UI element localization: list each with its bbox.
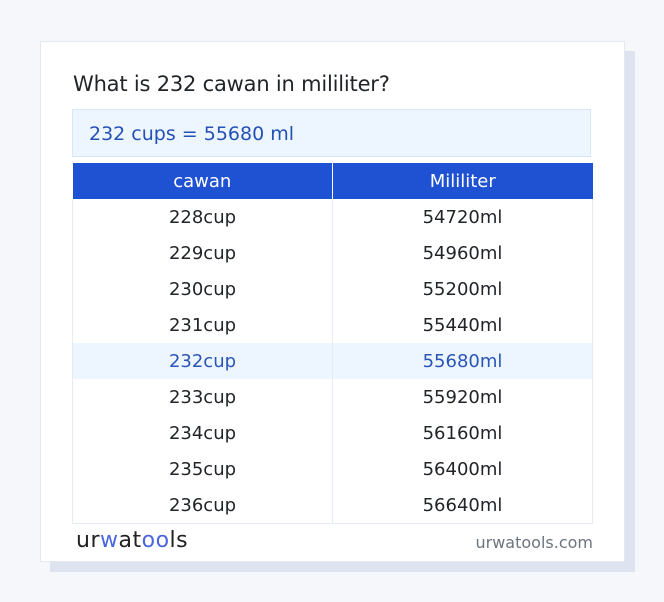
table-row: 234cup 56160ml — [72, 415, 593, 451]
cell-cups: 233cup — [72, 379, 333, 415]
table-row: 230cup 55200ml — [72, 271, 593, 307]
column-header-cawan: cawan — [72, 163, 333, 199]
cell-ml: 54720ml — [332, 199, 593, 235]
cell-cups: 234cup — [72, 415, 333, 451]
table-row: 236cup 56640ml — [72, 487, 593, 524]
cell-ml: 56400ml — [332, 451, 593, 487]
table-row: 228cup 54720ml — [72, 199, 593, 235]
cell-ml: 55680ml — [332, 343, 593, 379]
table-row: 229cup 54960ml — [72, 235, 593, 271]
column-header-mililiter: Mililiter — [332, 163, 593, 199]
cell-cups: 231cup — [72, 307, 333, 343]
cell-cups: 230cup — [72, 271, 333, 307]
urwatools-logo[interactable]: urwatools — [76, 528, 189, 553]
cell-ml: 54960ml — [332, 235, 593, 271]
table-header-row: cawan Mililiter — [72, 163, 593, 199]
table-row-highlighted: 232cup 55680ml — [72, 343, 593, 379]
cell-cups: 236cup — [72, 487, 333, 524]
cell-cups: 228cup — [72, 199, 333, 235]
cell-ml: 56160ml — [332, 415, 593, 451]
page-title: What is 232 cawan in mililiter? — [73, 72, 390, 96]
table-row: 233cup 55920ml — [72, 379, 593, 415]
cell-cups: 235cup — [72, 451, 333, 487]
table-row: 231cup 55440ml — [72, 307, 593, 343]
cell-ml: 55440ml — [332, 307, 593, 343]
table-row: 235cup 56400ml — [72, 451, 593, 487]
result-box: 232 cups = 55680 ml — [72, 109, 591, 157]
conversion-card: What is 232 cawan in mililiter? 232 cups… — [40, 41, 625, 562]
cell-ml: 55920ml — [332, 379, 593, 415]
cell-cups: 229cup — [72, 235, 333, 271]
site-link[interactable]: urwatools.com — [475, 533, 594, 552]
conversion-table: cawan Mililiter 228cup 54720ml 229cup 5496… — [72, 163, 593, 524]
cell-cups: 232cup — [72, 343, 333, 379]
cell-ml: 55200ml — [332, 271, 593, 307]
cell-ml: 56640ml — [332, 487, 593, 524]
